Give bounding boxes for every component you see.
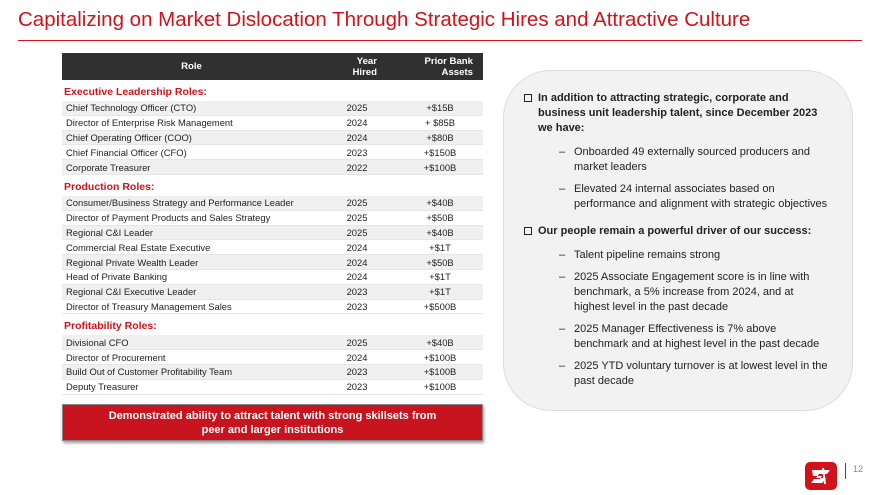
table-cell: Consumer/Business Strategy and Performan…	[66, 197, 294, 209]
table-cell: Regional C&I Executive Leader	[66, 286, 197, 298]
table-cell: + $85B	[425, 117, 455, 129]
table-row: Director of Enterprise Risk Management 20…	[62, 116, 483, 131]
table-cell: +$50B	[426, 256, 454, 268]
table-row: Regional Private Wealth Leader 2024 +$50B	[62, 255, 483, 270]
logo	[805, 462, 837, 490]
table-cell: Chief Technology Officer (CTO)	[66, 102, 197, 114]
table-cell: 2023	[346, 146, 368, 158]
table-row: Commercial Real Estate Executive 2024 +$1T	[62, 240, 483, 256]
hires-table: Role Year Hired Prior Bank Assets Execut…	[62, 53, 483, 395]
table-cell: Chief Financial Officer (CFO)	[66, 146, 187, 158]
table-cell: 2024	[346, 241, 368, 253]
section-heading: Production Roles:	[64, 180, 155, 193]
table-cell: Regional C&I Leader	[66, 226, 154, 238]
table-cell: 2023	[346, 300, 368, 312]
table-cell: +$50B	[426, 212, 454, 224]
table-row: Build Out of Customer Profitability Team…	[62, 364, 483, 380]
table-cell: +$100B	[423, 161, 457, 173]
table-row: Regional C&I Leader 2025 +$40B	[62, 225, 483, 241]
table-cell: Build Out of Customer Profitability Team	[66, 366, 233, 378]
callout-text: Demonstrated ability to attract talent w…	[108, 409, 437, 436]
sub-bullet: Elevated 24 internal associates based on…	[528, 182, 830, 212]
table-row: Regional C&I Executive Leader 2023 +$1T	[62, 284, 483, 300]
table-cell: 2025	[346, 197, 368, 209]
table-row: Director of Procurement 2024 +$100B	[62, 350, 483, 365]
table-cell: 2024	[346, 351, 368, 363]
table-row: Head of Private Banking 2024 +$1T	[62, 270, 483, 285]
bullet: Our people remain a powerful driver of o…	[524, 224, 830, 239]
table-cell: +$40B	[426, 197, 454, 209]
table-cell: Deputy Treasurer	[66, 381, 139, 393]
section-heading: Executive Leadership Roles:	[64, 86, 207, 98]
table-cell: 2023	[346, 366, 368, 378]
table-cell: +$1T	[429, 286, 451, 298]
table-cell: 2024	[346, 256, 368, 268]
sub-bullet: 2025 Associate Engagement score is in li…	[528, 270, 830, 315]
page-number: 12	[853, 464, 864, 474]
footer-divider	[845, 463, 846, 479]
table-row: Deputy Treasurer 2023 +$100B	[62, 380, 483, 395]
bullet-box	[524, 94, 532, 102]
title-rule	[18, 40, 862, 41]
table-cell: +$100B	[423, 351, 457, 363]
table-row: Consumer/Business Strategy and Performan…	[62, 195, 483, 211]
bullet-box	[524, 227, 532, 235]
table-cell: +$40B	[426, 226, 454, 238]
table-row: Director of Payment Products and Sales S…	[62, 211, 483, 226]
table-cell: Divisional CFO	[66, 336, 129, 348]
table-cell: Chief Operating Officer (COO)	[66, 131, 192, 143]
bullet-text: In addition to attracting strategic, cor…	[538, 92, 818, 134]
table-cell: 2023	[346, 286, 368, 298]
table-cell: +$100B	[423, 381, 457, 393]
table-row: Divisional CFO 2025 +$40B	[62, 335, 483, 351]
table-cell: 2025	[346, 336, 368, 348]
table-cell: 2025	[346, 212, 368, 224]
table-cell: 2023	[346, 381, 368, 393]
section-heading: Profitability Roles:	[64, 320, 157, 333]
table-cell: 2024	[346, 131, 368, 143]
title: Capitalizing on Market Dislocation Throu…	[18, 8, 751, 31]
table-cell: +$150B	[423, 146, 457, 158]
table-cell: +$40B	[426, 336, 454, 348]
table-header: Role Year Hired Prior Bank Assets	[62, 53, 483, 80]
table-cell: Corporate Treasurer	[66, 161, 151, 173]
header-cell: Prior Bank Assets	[424, 55, 473, 78]
header-cell: Year Hired	[352, 55, 377, 78]
table-row: Corporate Treasurer 2022 +$100B	[62, 160, 483, 175]
sub-bullet: Onboarded 49 externally sourced producer…	[528, 145, 830, 175]
table-cell: 2025	[346, 226, 368, 238]
callout: Demonstrated ability to attract talent w…	[62, 404, 483, 441]
table-cell: Director of Treasury Management Sales	[66, 300, 232, 312]
sub-bullet: 2025 YTD voluntary turnover is at lowest…	[528, 359, 830, 389]
table-row: Director of Treasury Management Sales 202…	[62, 300, 483, 315]
table-cell: Head of Private Banking	[66, 271, 168, 283]
table-cell: +$100B	[423, 366, 457, 378]
table-cell: Commercial Real Estate Executive	[66, 241, 211, 253]
table-cell: Director of Procurement	[66, 351, 166, 363]
header-cell: Role	[181, 61, 202, 72]
table-cell: 2024	[346, 271, 368, 283]
table-cell: 2025	[346, 102, 368, 114]
sub-bullet: 2025 Manager Effectiveness is 7% above b…	[528, 322, 830, 352]
table-cell: +$1T	[429, 241, 451, 253]
table-row: Chief Operating Officer (COO) 2024 +$80B	[62, 130, 483, 146]
table-cell: Director of Enterprise Risk Management	[66, 117, 233, 129]
bullet-text: Our people remain a powerful driver of o…	[538, 225, 812, 237]
table-row: Chief Financial Officer (CFO) 2023 +$150B	[62, 145, 483, 161]
sub-bullet: Talent pipeline remains strong	[528, 248, 830, 263]
table-cell: Regional Private Wealth Leader	[66, 256, 199, 268]
table-cell: Director of Payment Products and Sales S…	[66, 212, 271, 224]
table-cell: +$1T	[429, 271, 451, 283]
table-cell: +$15B	[426, 102, 454, 114]
table-row: Chief Technology Officer (CTO) 2025 +$15B	[62, 101, 483, 116]
table-cell: +$500B	[423, 300, 457, 312]
bullet: In addition to attracting strategic, cor…	[524, 91, 830, 136]
table-cell: 2022	[346, 161, 368, 173]
table-cell: 2024	[346, 117, 368, 129]
table-cell: +$80B	[426, 131, 454, 143]
info-panel: In addition to attracting strategic, cor…	[503, 70, 853, 411]
